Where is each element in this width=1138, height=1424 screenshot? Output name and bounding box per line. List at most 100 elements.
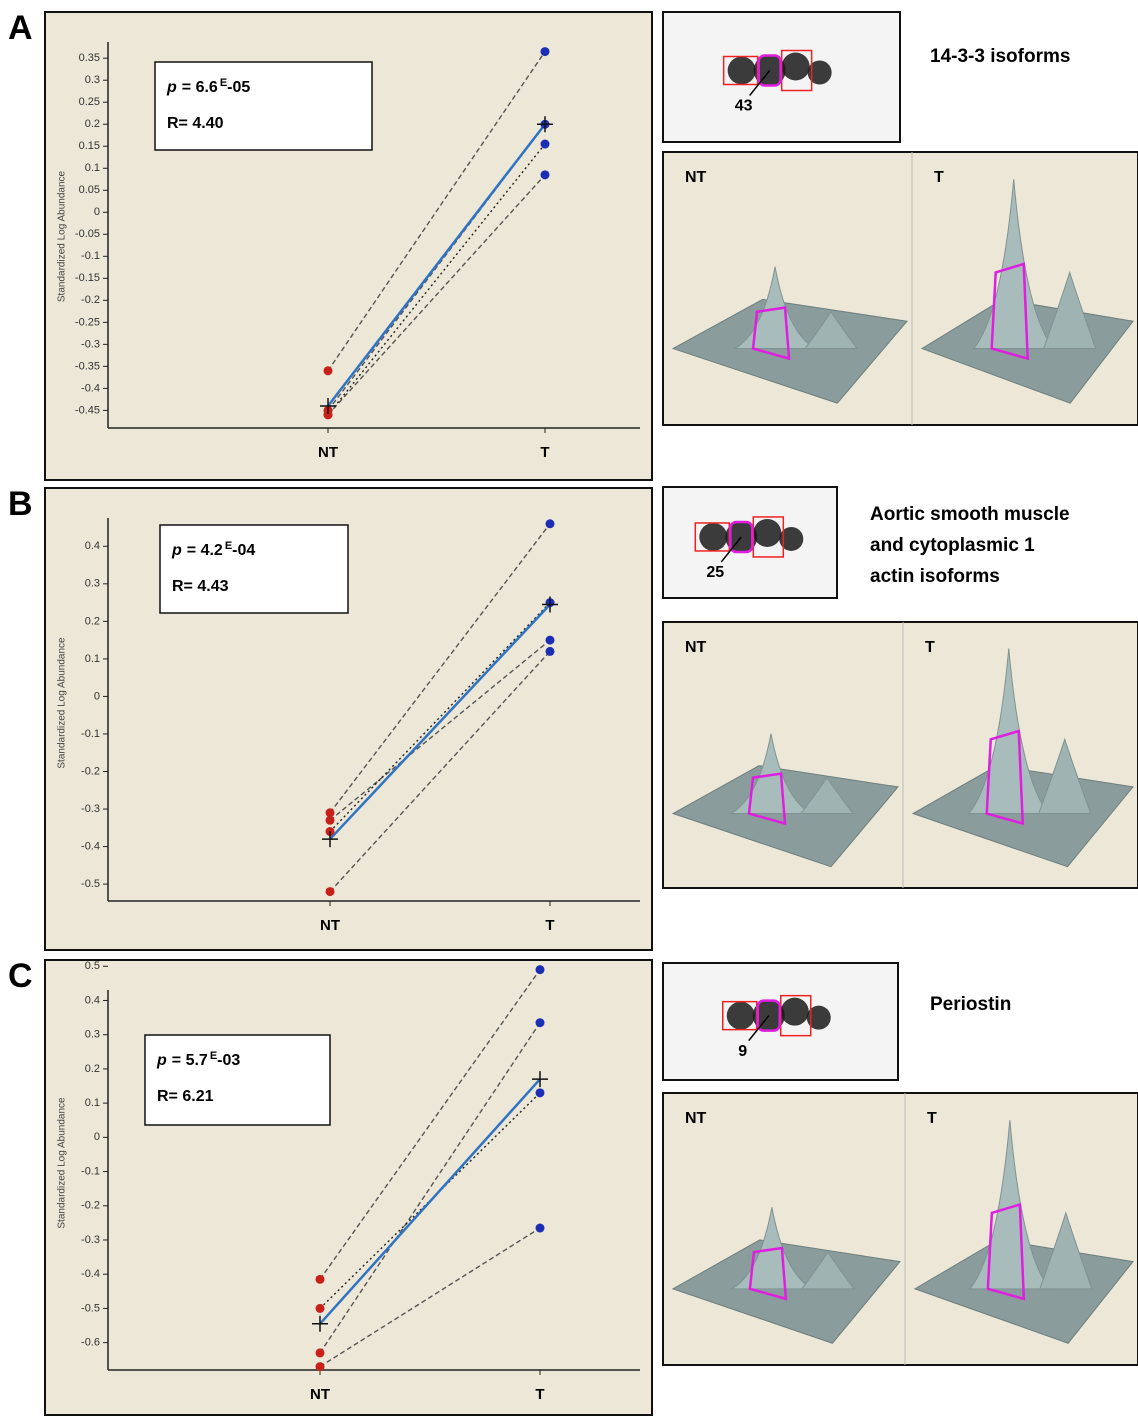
sample-point bbox=[545, 646, 555, 656]
y-tick-label: 0.1 bbox=[85, 162, 100, 174]
spot-pointer bbox=[749, 70, 771, 96]
sample-point bbox=[535, 1223, 545, 1233]
x-tick-label: NT bbox=[318, 444, 338, 461]
y-tick-label: 0 bbox=[94, 690, 100, 702]
sample-line bbox=[319, 969, 541, 1280]
sample-point bbox=[545, 519, 555, 529]
gel-spot bbox=[727, 56, 756, 85]
y-tick-label: -0.2 bbox=[81, 765, 100, 777]
y-tick-label: 0.5 bbox=[85, 960, 100, 972]
y-tick-label: -0.4 bbox=[81, 382, 100, 394]
spot-number: 43 bbox=[735, 98, 753, 115]
spot-outline bbox=[757, 54, 782, 87]
y-axis-label: Standardized Log Abundance bbox=[57, 637, 68, 769]
y-tick-label: 0.35 bbox=[79, 52, 100, 64]
y-tick-label: -0.5 bbox=[81, 878, 100, 890]
spot-pointer bbox=[748, 1015, 770, 1042]
sample-point bbox=[315, 1362, 325, 1372]
y-tick-label: -0.6 bbox=[81, 1337, 100, 1349]
sample-line bbox=[329, 639, 551, 821]
mean-line bbox=[327, 123, 546, 407]
gel-spot bbox=[780, 997, 809, 1026]
y-axis-label: Standardized Log Abundance bbox=[57, 170, 68, 302]
y-tick-label: -0.2 bbox=[81, 294, 100, 306]
spot-outline-3d bbox=[985, 729, 1025, 826]
sample-point bbox=[315, 1348, 325, 1358]
stats-box bbox=[159, 524, 349, 614]
sample-line bbox=[329, 523, 551, 814]
p-value-part: p bbox=[156, 1052, 167, 1069]
sample-point bbox=[540, 170, 550, 180]
x-tick-label: NT bbox=[310, 1386, 330, 1403]
x-tick-label: T bbox=[545, 917, 554, 934]
p-value: p = 6.6 E-05 bbox=[166, 77, 250, 96]
y-tick-label: 0 bbox=[94, 1131, 100, 1143]
caption: Periostin bbox=[930, 994, 1011, 1015]
y-tick-label: 0.4 bbox=[85, 994, 100, 1006]
p-value-part: E bbox=[210, 1050, 217, 1062]
p-value-part: = 5.7 bbox=[172, 1052, 208, 1069]
sample-point bbox=[325, 887, 335, 897]
surface-peak bbox=[804, 310, 859, 350]
caption: Aortic smooth muscle bbox=[870, 504, 1070, 525]
y-tick-label: -0.1 bbox=[81, 1165, 100, 1177]
stats-box bbox=[144, 1034, 331, 1126]
caption: and cytoplasmic 1 bbox=[870, 535, 1035, 556]
sample-point bbox=[535, 1018, 545, 1028]
sample-point bbox=[325, 808, 335, 818]
sample-point bbox=[545, 635, 555, 645]
y-tick-label: 0.4 bbox=[85, 540, 100, 552]
p-value-part: p bbox=[171, 542, 182, 559]
sample-point bbox=[535, 965, 545, 975]
y-tick-label: -0.05 bbox=[75, 228, 100, 240]
p-value-part: = 6.6 bbox=[182, 79, 218, 96]
sample-line bbox=[329, 650, 551, 893]
x-tick-label: T bbox=[540, 444, 549, 461]
spot-number: 9 bbox=[738, 1043, 747, 1060]
y-tick-label: 0.2 bbox=[85, 615, 100, 627]
p-value-part: -05 bbox=[227, 79, 250, 96]
view-label: T bbox=[934, 169, 944, 186]
spot-outline-3d bbox=[751, 306, 791, 361]
x-tick-label: T bbox=[535, 1386, 544, 1403]
mean-line bbox=[319, 1078, 541, 1325]
spot-outline bbox=[729, 520, 754, 554]
y-tick-label: -0.5 bbox=[81, 1302, 100, 1314]
r-value: R= 4.40 bbox=[167, 115, 224, 132]
sample-point bbox=[323, 410, 333, 420]
surface-peak bbox=[1042, 270, 1097, 350]
gel-spot bbox=[806, 1005, 831, 1030]
spot-outline-3d bbox=[986, 1202, 1026, 1301]
y-tick-label: 0.25 bbox=[79, 96, 100, 108]
y-tick-label: -0.4 bbox=[81, 1268, 100, 1280]
p-value-part: E bbox=[225, 540, 232, 552]
view-label: NT bbox=[685, 639, 707, 656]
sample-point bbox=[540, 139, 550, 149]
gel-spot bbox=[753, 518, 782, 547]
p-value-part: p bbox=[166, 79, 177, 96]
mean-marker bbox=[322, 831, 338, 848]
gel-spot bbox=[807, 60, 832, 85]
panel-frame bbox=[44, 959, 653, 1416]
spot-outline-3d bbox=[990, 262, 1030, 361]
sample-point bbox=[535, 1088, 545, 1098]
y-tick-label: -0.25 bbox=[75, 316, 100, 328]
mean-marker bbox=[532, 1071, 548, 1088]
mean-marker bbox=[542, 596, 558, 613]
caption: 14-3-3 isoforms bbox=[930, 46, 1070, 67]
sample-line bbox=[319, 1092, 541, 1309]
p-value-part: = 4.2 bbox=[187, 542, 223, 559]
y-tick-label: 0.1 bbox=[85, 653, 100, 665]
stats-box bbox=[154, 61, 373, 151]
p-value-part: E bbox=[220, 77, 227, 89]
gel-spot bbox=[781, 52, 810, 81]
spot-outline-3d bbox=[747, 772, 787, 826]
surface bbox=[671, 298, 908, 404]
r-value: R= 6.21 bbox=[157, 1088, 214, 1105]
x-tick-label: NT bbox=[320, 917, 340, 934]
y-tick-label: 0.3 bbox=[85, 74, 100, 86]
view-label: NT bbox=[685, 1110, 707, 1127]
caption: actin isoforms bbox=[870, 566, 1000, 587]
spot-outline bbox=[756, 999, 781, 1032]
sample-line bbox=[319, 1022, 541, 1354]
